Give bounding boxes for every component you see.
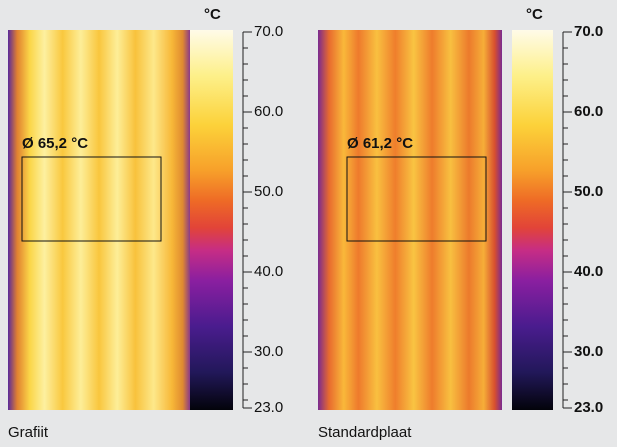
tick-label: 50.0	[574, 183, 603, 200]
thermal-image	[8, 30, 190, 410]
tick-label: 70.0	[254, 23, 283, 40]
tick-label: 23.0	[254, 399, 283, 416]
thermal-image	[318, 30, 502, 410]
tick-label: 60.0	[574, 103, 603, 120]
measurement: Ø 61,2 °C	[347, 135, 413, 152]
tick-label: 30.0	[254, 343, 283, 360]
tick-label: 60.0	[254, 103, 283, 120]
tick-label: 70.0	[574, 23, 603, 40]
colorbar-unit: °C	[204, 6, 221, 23]
tick-label: 40.0	[254, 263, 283, 280]
thermal-comparison: Ø 65,2 °C °C 70.0 60.0 50.0 40.0 30.0 23.0 Grafi…	[0, 0, 617, 447]
tick-label: 30.0	[574, 343, 603, 360]
colorbar	[512, 30, 553, 410]
tick-label: 40.0	[574, 263, 603, 280]
colorbar	[190, 30, 233, 410]
colorbar-unit: °C	[526, 6, 543, 23]
tick-label: 23.0	[574, 399, 603, 416]
measurement: Ø 65,2 °C	[22, 135, 88, 152]
caption: Grafiit	[8, 424, 49, 441]
tick-label: 50.0	[254, 183, 283, 200]
caption: Standardplaat	[318, 424, 412, 441]
